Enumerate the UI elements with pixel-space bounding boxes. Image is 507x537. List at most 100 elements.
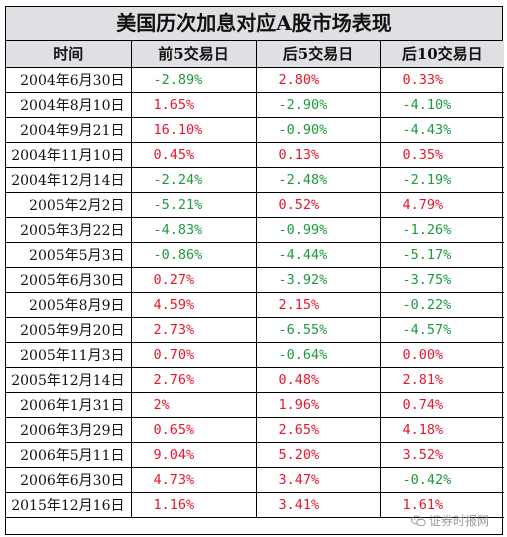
date-cell: 2005年9月20日 — [6, 316, 132, 343]
post10-cell: -1.26% — [379, 216, 504, 243]
post10-cell: 4.79% — [379, 191, 504, 218]
pre5-cell: -0.86% — [130, 241, 257, 268]
pre5-cell: 9.04% — [130, 441, 257, 468]
table-row: 2006年5月11日 9.04% 5.20% 3.52% — [6, 441, 504, 468]
date-cell: 2005年2月2日 — [6, 191, 132, 218]
table-row: 2006年6月30日 4.73% 3.47% -0.42% — [6, 466, 504, 493]
table-title: 美国历次加息对应A股市场表现 — [6, 7, 502, 41]
header-row: 时间 前5交易日 后5交易日 后10交易日 — [6, 41, 504, 68]
post10-cell: -3.75% — [379, 266, 504, 293]
post10-cell: 0.33% — [379, 66, 504, 93]
table-row: 2005年6月30日 0.27% -3.92% -3.75% — [6, 266, 504, 293]
pre5-cell: -2.24% — [130, 166, 257, 193]
post10-cell: -5.17% — [379, 241, 504, 268]
pre5-cell: 4.73% — [130, 466, 257, 493]
date-cell: 2004年6月30日 — [6, 66, 132, 93]
post5-cell: 0.52% — [255, 191, 381, 218]
table-row: 2006年3月29日 0.65% 2.65% 4.18% — [6, 416, 504, 443]
date-cell: 2006年3月29日 — [6, 416, 132, 443]
pre5-cell: 2.73% — [130, 316, 257, 343]
post10-cell: 0.74% — [379, 391, 504, 418]
post5-cell: 0.13% — [255, 141, 381, 168]
post5-cell: -6.55% — [255, 316, 381, 343]
watermark-text: 证券时报网 — [428, 514, 489, 528]
post5-cell: -0.64% — [255, 341, 381, 368]
post10-cell: -2.19% — [379, 166, 504, 193]
date-cell: 2005年8月9日 — [6, 291, 132, 318]
pre5-cell: -4.83% — [130, 216, 257, 243]
date-cell: 2005年5月3日 — [6, 241, 132, 268]
pre5-cell: 0.45% — [130, 141, 257, 168]
table-row: 2005年3月22日 -4.83% -0.99% -1.26% — [6, 216, 504, 243]
post10-cell: 1.61% — [379, 491, 504, 518]
post5-cell: 2.80% — [255, 66, 381, 93]
post10-cell: -0.42% — [379, 466, 504, 493]
column-header-pre5: 前5交易日 — [130, 41, 257, 68]
table-row: 2005年11月3日 0.70% -0.64% 0.00% — [6, 341, 504, 368]
wechat-icon — [410, 515, 426, 526]
table-row: 2015年12月16日 1.16% 3.41% 1.61% — [6, 491, 504, 518]
post10-cell: 0.00% — [379, 341, 504, 368]
post5-cell: -4.44% — [255, 241, 381, 268]
table-row: 2004年9月21日 16.10% -0.90% -4.43% — [6, 116, 504, 143]
date-cell: 2006年5月11日 — [6, 441, 132, 468]
post5-cell: -2.90% — [255, 91, 381, 118]
post10-cell: -4.10% — [379, 91, 504, 118]
post10-cell: 0.35% — [379, 141, 504, 168]
date-cell: 2004年8月10日 — [6, 91, 132, 118]
date-cell: 2004年11月10日 — [6, 141, 132, 168]
post10-cell: 4.18% — [379, 416, 504, 443]
table-row: 2004年12月14日 -2.24% -2.48% -2.19% — [6, 166, 504, 193]
column-header-post5: 后5交易日 — [255, 41, 381, 68]
rate-hike-table: 时间 前5交易日 后5交易日 后10交易日 2004年6月30日 -2.89% 2.… — [6, 41, 504, 518]
date-cell: 2005年11月3日 — [6, 341, 132, 368]
table-row: 2005年2月2日 -5.21% 0.52% 4.79% — [6, 191, 504, 218]
date-cell: 2005年3月22日 — [6, 216, 132, 243]
table-row: 2004年6月30日 -2.89% 2.80% 0.33% — [6, 66, 504, 93]
date-cell: 2006年1月31日 — [6, 391, 132, 418]
post5-cell: 3.47% — [255, 466, 381, 493]
date-cell: 2005年12月14日 — [6, 366, 132, 393]
post5-cell: 5.20% — [255, 441, 381, 468]
post5-cell: 3.41% — [255, 491, 381, 518]
date-cell: 2006年6月30日 — [6, 466, 132, 493]
pre5-cell: 1.16% — [130, 491, 257, 518]
post10-cell: 3.52% — [379, 441, 504, 468]
table-row: 2005年9月20日 2.73% -6.55% -4.57% — [6, 316, 504, 343]
pre5-cell: 16.10% — [130, 116, 257, 143]
post10-cell: 2.81% — [379, 366, 504, 393]
watermark: 证券时报网 — [410, 512, 489, 529]
post10-cell: -4.57% — [379, 316, 504, 343]
post5-cell: 2.15% — [255, 291, 381, 318]
post5-cell: -3.92% — [255, 266, 381, 293]
pre5-cell: 0.27% — [130, 266, 257, 293]
table-body: 2004年6月30日 -2.89% 2.80% 0.33% 2004年8月10日 1.65… — [6, 66, 504, 518]
pre5-cell: -2.89% — [130, 66, 257, 93]
post5-cell: -2.48% — [255, 166, 381, 193]
data-table-frame: 美国历次加息对应A股市场表现 时间 前5交易日 后5交易日 后10交易日 200… — [5, 6, 504, 535]
date-cell: 2004年9月21日 — [6, 116, 132, 143]
pre5-cell: -5.21% — [130, 191, 257, 218]
pre5-cell: 0.70% — [130, 341, 257, 368]
pre5-cell: 2% — [130, 391, 257, 418]
column-header-post10: 后10交易日 — [379, 41, 504, 68]
post5-cell: -0.99% — [255, 216, 381, 243]
date-cell: 2004年12月14日 — [6, 166, 132, 193]
post5-cell: 2.65% — [255, 416, 381, 443]
post5-cell: 1.96% — [255, 391, 381, 418]
date-cell: 2005年6月30日 — [6, 266, 132, 293]
column-header-date: 时间 — [6, 41, 132, 68]
pre5-cell: 1.65% — [130, 91, 257, 118]
table-row: 2004年8月10日 1.65% -2.90% -4.10% — [6, 91, 504, 118]
pre5-cell: 2.76% — [130, 366, 257, 393]
post10-cell: -4.43% — [379, 116, 504, 143]
table-row: 2005年8月9日 4.59% 2.15% -0.22% — [6, 291, 504, 318]
table-row: 2006年1月31日 2% 1.96% 0.74% — [6, 391, 504, 418]
table-row: 2005年12月14日 2.76% 0.48% 2.81% — [6, 366, 504, 393]
table-row: 2005年5月3日 -0.86% -4.44% -5.17% — [6, 241, 504, 268]
post10-cell: -0.22% — [379, 291, 504, 318]
date-cell: 2015年12月16日 — [6, 491, 132, 518]
pre5-cell: 0.65% — [130, 416, 257, 443]
table-row: 2004年11月10日 0.45% 0.13% 0.35% — [6, 141, 504, 168]
pre5-cell: 4.59% — [130, 291, 257, 318]
